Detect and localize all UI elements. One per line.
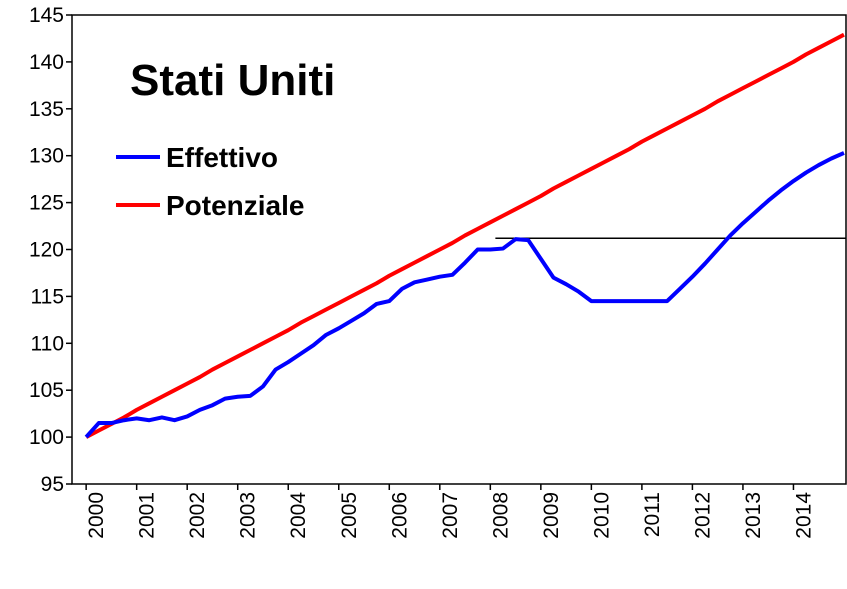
y-tick-label: 95	[41, 473, 64, 496]
data-line	[84, 151, 845, 439]
x-tick-label: 2004	[287, 492, 310, 539]
x-tick-label: 2003	[237, 492, 260, 539]
x-tick-label: 2014	[792, 492, 815, 539]
y-tick-label: 110	[31, 332, 64, 355]
x-tick-label: 2008	[489, 492, 512, 539]
chart-title: Stati Uniti	[130, 56, 335, 105]
x-tick-label: 2002	[186, 492, 209, 539]
x-tick-label: 2000	[85, 492, 108, 539]
x-tick-label: 2006	[388, 492, 411, 539]
x-tick-label: 2012	[691, 492, 714, 539]
x-tick-label: 2005	[338, 492, 361, 539]
x-tick-label: 2010	[590, 492, 613, 539]
y-tick-label: 115	[31, 285, 64, 308]
x-tick-label: 2013	[742, 492, 765, 539]
y-tick-label: 130	[29, 145, 64, 168]
y-tick-label: 125	[29, 192, 64, 215]
y-tick-label: 100	[29, 426, 64, 449]
y-tick-label: 145	[29, 4, 64, 27]
x-tick-label: 2007	[439, 492, 462, 539]
y-tick-label: 135	[29, 98, 64, 121]
x-tick-label: 2009	[540, 492, 563, 539]
y-tick-label: 120	[29, 239, 64, 262]
legend-label: Effettivo	[166, 142, 278, 173]
y-tick-label: 140	[29, 51, 64, 74]
data-line	[85, 32, 845, 439]
x-tick-label: 2001	[136, 492, 159, 539]
legend-label: Potenziale	[166, 190, 304, 221]
x-tick-label: 2011	[641, 492, 664, 537]
y-tick-label: 105	[29, 379, 64, 402]
